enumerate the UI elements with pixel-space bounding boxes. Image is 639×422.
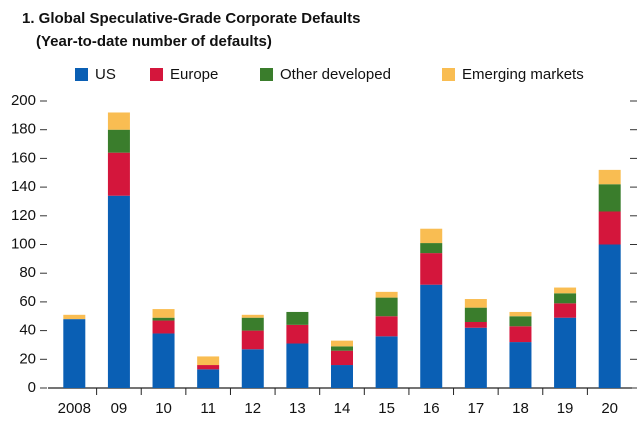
bar-segment: [598, 244, 621, 388]
x-tick-label: 11: [200, 400, 216, 417]
bar-segment: [554, 293, 577, 304]
bar-segment: [509, 311, 532, 317]
bar-segment: [598, 169, 621, 185]
y-tick-label: 120: [11, 207, 36, 224]
bar-segment: [286, 311, 309, 325]
x-tick-label: 16: [423, 400, 440, 417]
y-tick-label: 140: [11, 178, 36, 195]
x-tick-label: 18: [512, 400, 529, 417]
y-tick-label: 160: [11, 149, 36, 166]
bar-segment: [598, 211, 621, 245]
y-tick-label: 0: [28, 379, 36, 396]
bar-segment: [420, 253, 443, 285]
legend-label: Other developed: [280, 66, 391, 83]
bar-segment: [63, 314, 86, 320]
bar-segment: [464, 299, 487, 308]
y-tick-label: 20: [19, 350, 36, 367]
bar-segment: [63, 319, 86, 388]
bar-segment: [375, 316, 398, 337]
bar-segment: [464, 327, 487, 388]
bar-segment: [286, 324, 309, 344]
x-tick-label: 17: [468, 400, 485, 417]
bar-segment: [420, 284, 443, 388]
bar-segment: [197, 365, 220, 370]
x-tick-label: 15: [378, 400, 395, 417]
bar-segment: [241, 349, 264, 388]
x-tick-label: 13: [289, 400, 306, 417]
bar-segment: [107, 152, 130, 196]
bar-segment: [152, 320, 175, 334]
bar-segment: [375, 291, 398, 298]
bar-segment: [420, 243, 443, 254]
x-tick-label: 12: [244, 400, 261, 417]
bar-segment: [509, 342, 532, 388]
bar-segment: [331, 350, 353, 366]
bar-segment: [509, 316, 532, 327]
bar-segment: [420, 228, 443, 244]
legend-swatch: [442, 68, 455, 81]
x-tick-label: 2008: [58, 400, 91, 417]
y-tick-label: 80: [19, 264, 36, 281]
bar-segment: [464, 307, 487, 322]
bar-segment: [464, 321, 487, 328]
x-tick-label: 09: [111, 400, 128, 417]
y-tick-label: 60: [19, 293, 36, 310]
bar-segment: [107, 129, 130, 153]
legend-label: Emerging markets: [462, 66, 584, 83]
bar-segment: [197, 369, 220, 388]
bar-segment: [197, 356, 220, 366]
bar-segment: [331, 346, 353, 351]
bar-segment: [152, 333, 175, 388]
x-tick-label: 19: [557, 400, 574, 417]
bar-segment: [241, 317, 264, 331]
legend-label: Europe: [170, 66, 218, 83]
bar-segment: [152, 317, 175, 321]
bar-segment: [554, 303, 577, 318]
y-tick-label: 100: [11, 235, 36, 252]
bar-segment: [375, 336, 398, 388]
x-tick-label: 10: [155, 400, 172, 417]
chart-subtitle: (Year-to-date number of defaults): [36, 33, 272, 50]
x-tick-label: 14: [334, 400, 351, 417]
bar-segment: [554, 317, 577, 388]
y-tick-label: 180: [11, 121, 36, 138]
legend-swatch: [150, 68, 163, 81]
legend-swatch: [75, 68, 88, 81]
bar-segment: [107, 112, 130, 130]
bar-segment: [107, 195, 130, 388]
bar-segment: [331, 365, 353, 388]
legend-swatch: [260, 68, 273, 81]
bar-segment: [509, 326, 532, 343]
bar-segment: [241, 314, 264, 318]
bar-segment: [375, 297, 398, 317]
bar-segment: [331, 340, 353, 347]
bar-segment: [598, 184, 621, 212]
x-tick-label: 20: [601, 400, 618, 417]
chart-title: 1. Global Speculative-Grade Corporate De…: [22, 10, 360, 27]
y-tick-label: 40: [19, 322, 36, 339]
bar-segment: [241, 330, 264, 350]
bar-segment: [286, 343, 309, 388]
bar-segment: [152, 309, 175, 318]
y-tick-label: 200: [11, 92, 36, 109]
bar-segment: [554, 287, 577, 294]
legend-label: US: [95, 66, 116, 83]
